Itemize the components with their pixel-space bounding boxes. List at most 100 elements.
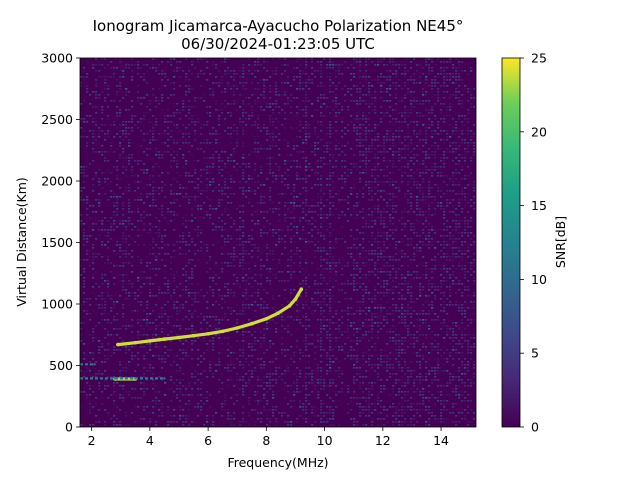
noise-cell (266, 415, 269, 417)
noise-cell (92, 274, 95, 276)
noise-cell (164, 271, 167, 273)
noise-cell (368, 184, 371, 186)
noise-cell (299, 406, 302, 408)
noise-cell (356, 88, 359, 90)
noise-cell (80, 196, 83, 198)
noise-cell (329, 379, 332, 381)
noise-cell (278, 139, 281, 141)
noise-cell (341, 268, 344, 270)
noise-cell (350, 322, 353, 324)
noise-cell (80, 322, 83, 324)
noise-cell (383, 82, 386, 84)
noise-cell (341, 283, 344, 285)
noise-cell (194, 169, 197, 171)
noise-cell (92, 334, 95, 336)
noise-cell (176, 310, 179, 312)
noise-cell (185, 73, 188, 75)
noise-cell (251, 256, 254, 258)
noise-cell (257, 319, 260, 321)
noise-cell (314, 244, 317, 246)
noise-cell (263, 382, 266, 384)
noise-cell (287, 328, 290, 330)
noise-cell (353, 76, 356, 78)
noise-cell (206, 190, 209, 192)
noise-cell (179, 118, 182, 120)
noise-cell (158, 376, 161, 378)
noise-cell (284, 202, 287, 204)
noise-cell (170, 256, 173, 258)
noise-cell (248, 115, 251, 117)
noise-cell (296, 229, 299, 231)
noise-cell (371, 184, 374, 186)
noise-cell (302, 142, 305, 144)
noise-cell (341, 121, 344, 123)
noise-cell (164, 358, 167, 360)
noise-cell (383, 232, 386, 234)
noise-cell (167, 322, 170, 324)
noise-cell (359, 307, 362, 309)
noise-cell (368, 295, 371, 297)
noise-cell (269, 148, 272, 150)
noise-cell (158, 373, 161, 375)
noise-cell (191, 373, 194, 375)
noise-cell (380, 268, 383, 270)
noise-cell (287, 331, 290, 333)
noise-cell (305, 202, 308, 204)
noise-cell (320, 262, 323, 264)
noise-cell (95, 403, 98, 405)
noise-cell (269, 346, 272, 348)
noise-cell (308, 208, 311, 210)
noise-cell (326, 370, 329, 372)
noise-cell (209, 94, 212, 96)
noise-cell (320, 124, 323, 126)
noise-cell (263, 244, 266, 246)
noise-cell (158, 88, 161, 90)
noise-cell (110, 295, 113, 297)
noise-cell (359, 268, 362, 270)
noise-cell (149, 307, 152, 309)
noise-cell (302, 151, 305, 153)
noise-cell (329, 148, 332, 150)
noise-cell (335, 406, 338, 408)
noise-cell (332, 82, 335, 84)
noise-cell (176, 388, 179, 390)
noise-cell (386, 265, 389, 267)
noise-cell (197, 226, 200, 228)
noise-cell (365, 415, 368, 417)
noise-cell (185, 406, 188, 408)
noise-cell (254, 340, 257, 342)
noise-cell (248, 400, 251, 402)
noise-cell (371, 235, 374, 237)
noise-cell (188, 313, 191, 315)
noise-cell (176, 232, 179, 234)
noise-cell (140, 193, 143, 195)
noise-cell (320, 106, 323, 108)
noise-cell (119, 295, 122, 297)
noise-cell (341, 346, 344, 348)
noise-cell (335, 310, 338, 312)
noise-cell (230, 127, 233, 129)
noise-cell (365, 289, 368, 291)
noise-cell (128, 280, 131, 282)
noise-cell (242, 313, 245, 315)
noise-cell (137, 379, 140, 381)
noise-cell (104, 202, 107, 204)
noise-cell (125, 187, 128, 189)
noise-cell (350, 346, 353, 348)
noise-cell (110, 181, 113, 183)
noise-cell (164, 361, 167, 363)
noise-cell (353, 238, 356, 240)
noise-cell (362, 325, 365, 327)
noise-cell (353, 187, 356, 189)
noise-cell (281, 181, 284, 183)
noise-cell (233, 415, 236, 417)
noise-cell (143, 118, 146, 120)
noise-cell (353, 289, 356, 291)
noise-cell (359, 286, 362, 288)
noise-cell (329, 136, 332, 138)
noise-cell (182, 352, 185, 354)
noise-cell (269, 268, 272, 270)
noise-cell (317, 415, 320, 417)
noise-cell (149, 277, 152, 279)
noise-cell (89, 205, 92, 207)
